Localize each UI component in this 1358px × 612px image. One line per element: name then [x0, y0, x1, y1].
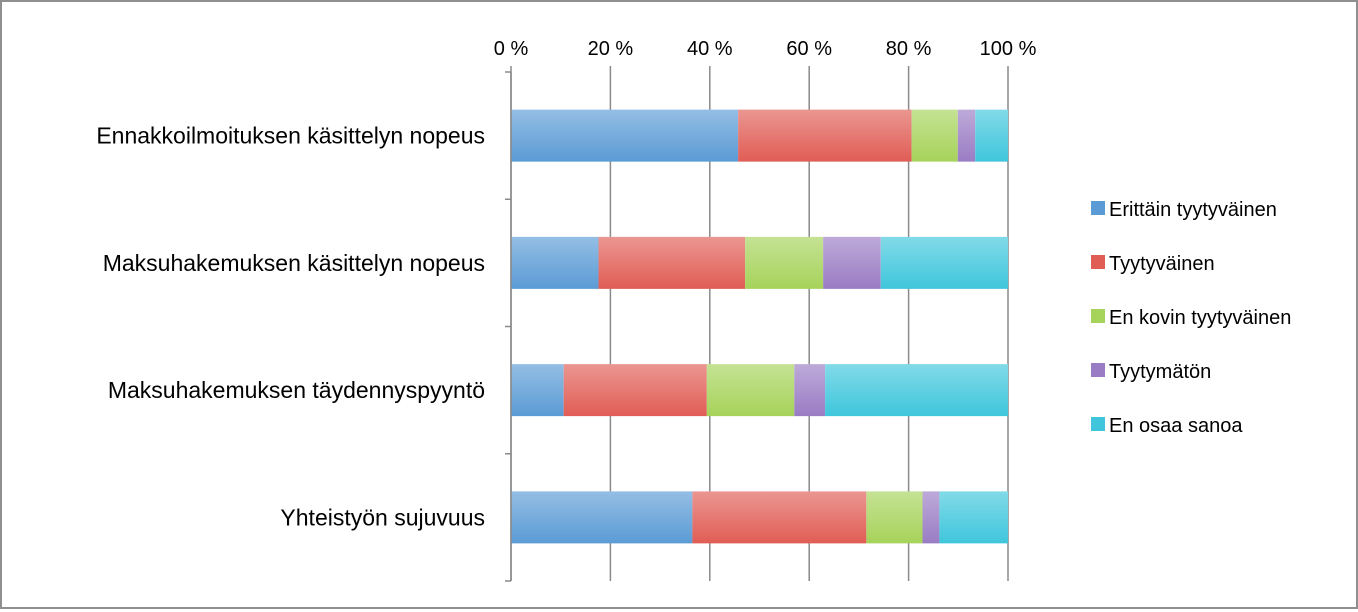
axes	[505, 66, 1009, 582]
legend-label: En kovin tyytyväinen	[1109, 307, 1291, 329]
legend-swatch-erittain-tyytyvainen	[1091, 201, 1105, 215]
bars	[511, 109, 1008, 544]
bar-segment-tyytymaton	[922, 491, 940, 544]
legend-label: Tyytyväinen	[1109, 253, 1215, 275]
legend: Erittäin tyytyväinen Tyytyväinen En kovin …	[1091, 199, 1291, 437]
legend-swatch-tyytymaton	[1091, 363, 1105, 377]
legend-label: Erittäin tyytyväinen	[1109, 199, 1277, 221]
legend-swatch-tyytyvainen	[1091, 255, 1105, 269]
bar-segment-erittain-tyytyvainen	[511, 491, 693, 544]
bar-segment-en-osaa-sanoa	[825, 364, 1008, 417]
bar-segment-en-kovin-tyytyvainen	[745, 236, 824, 289]
bar-segment-en-kovin-tyytyvainen	[911, 109, 958, 162]
labels: 0 % 20 % 40 % 60 % 80 % 100 % Ennakkoilmoituks…	[96, 38, 1036, 530]
bar-segment-en-kovin-tyytyvainen	[706, 364, 795, 417]
bar-segment-tyytyvainen	[692, 491, 867, 544]
bar-segment-en-osaa-sanoa	[975, 109, 1008, 162]
bar-segment-tyytymaton	[957, 109, 976, 162]
bar-segment-erittain-tyytyvainen	[511, 364, 564, 417]
bar-segment-tyytyvainen	[563, 364, 707, 417]
legend-label: En osaa sanoa	[1109, 415, 1243, 437]
legend-label: Tyytymätön	[1109, 361, 1211, 383]
category-label: Maksuhakemuksen täydennyspyyntö	[108, 377, 485, 403]
legend-swatch-en-kovin-tyytyvainen	[1091, 309, 1105, 323]
x-tick-label: 40 %	[687, 38, 733, 60]
bar-segment-en-kovin-tyytyvainen	[866, 491, 923, 544]
bar-segment-en-osaa-sanoa	[939, 491, 1008, 544]
legend-swatch-en-osaa-sanoa	[1091, 417, 1105, 431]
x-tick-label: 20 %	[588, 38, 634, 60]
bar-segment-en-osaa-sanoa	[880, 236, 1008, 289]
bar-segment-tyytyvainen	[598, 236, 746, 289]
x-tick-label: 80 %	[886, 38, 932, 60]
bar-segment-tyytymaton	[794, 364, 826, 417]
bar-segment-erittain-tyytyvainen	[511, 236, 599, 289]
category-label: Yhteistyön sujuvuus	[280, 504, 485, 530]
bar-segment-tyytymaton	[823, 236, 881, 289]
bar-segment-erittain-tyytyvainen	[511, 109, 739, 162]
category-label: Ennakkoilmoituksen käsittelyn nopeus	[96, 123, 485, 149]
bar-segment-tyytyvainen	[738, 109, 912, 162]
x-tick-label: 0 %	[494, 38, 529, 60]
category-label: Maksuhakemuksen käsittelyn nopeus	[103, 250, 485, 276]
x-tick-label: 100 %	[980, 38, 1037, 60]
x-tick-label: 60 %	[786, 38, 832, 60]
